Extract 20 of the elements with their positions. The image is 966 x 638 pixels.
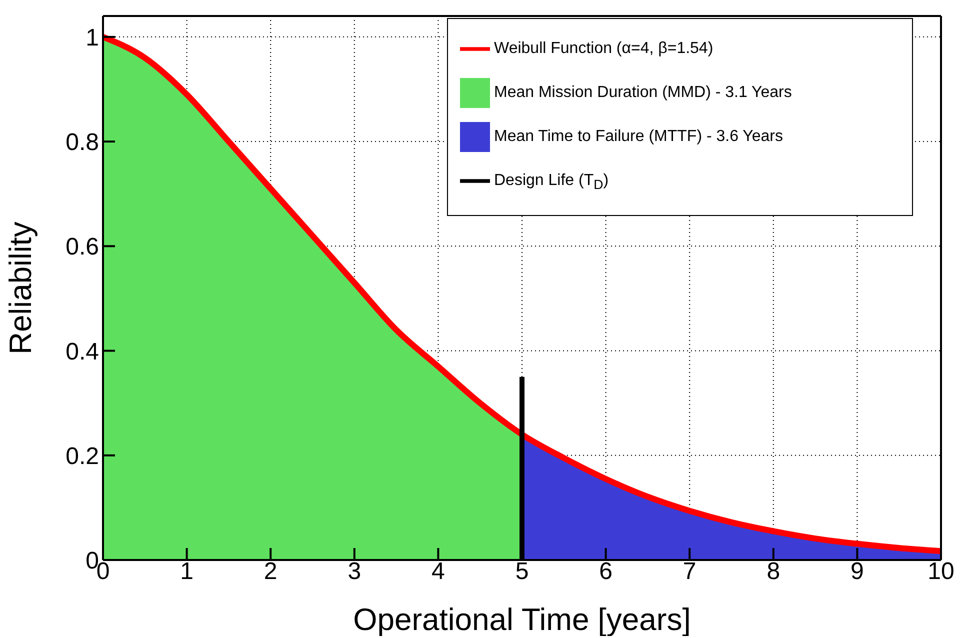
legend-label: Mean Mission Duration (MMD) - 3.1 Years: [494, 84, 792, 101]
legend-label: Mean Time to Failure (MTTF) - 3.6 Years: [494, 128, 783, 145]
y-tick-label: 0.6: [66, 234, 99, 261]
legend-label: Weibull Function (α=4, β=1.54): [494, 40, 714, 57]
y-tick-label: 0.2: [66, 442, 99, 470]
legend-label: Design Life (T$_{D}$): [494, 172, 609, 192]
x-tick-label: 7: [682, 558, 696, 586]
y-axis-title: Reliability: [3, 221, 38, 354]
x-tick-label: 10: [928, 558, 954, 586]
x-tick-label: 8: [766, 558, 780, 586]
y-tick-label: 0.4: [66, 338, 99, 366]
y-tick-label: 0.8: [66, 129, 99, 156]
y-tick-label: 1: [86, 24, 99, 52]
x-tick-label: 3: [348, 558, 362, 586]
x-tick-label: 6: [599, 558, 612, 586]
x-tick-label: 9: [850, 558, 864, 586]
x-tick-label: 2: [264, 558, 278, 586]
x-tick-label: 5: [515, 558, 529, 586]
x-tick-label: 4: [432, 558, 445, 586]
x-tick-label: 1: [180, 558, 194, 586]
